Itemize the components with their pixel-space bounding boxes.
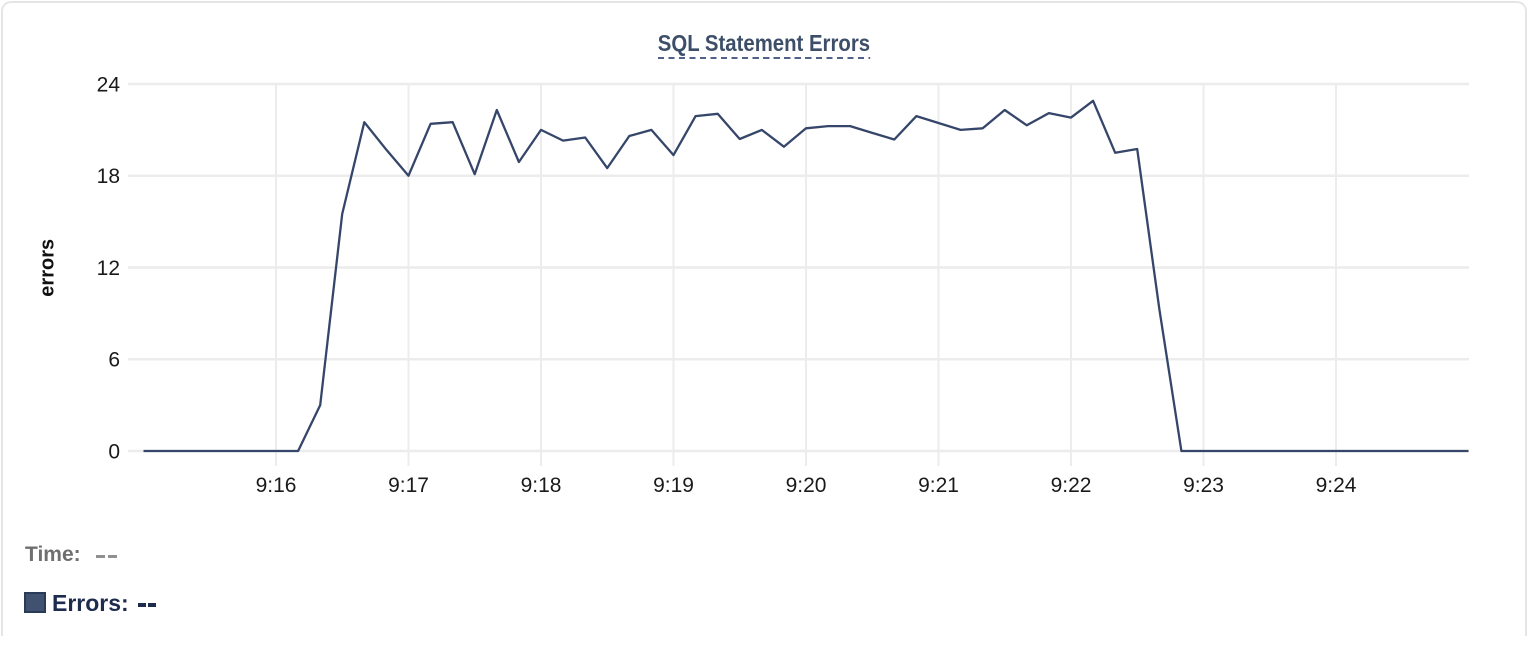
svg-text:9:19: 9:19	[653, 474, 694, 497]
svg-text:9:20: 9:20	[786, 474, 827, 497]
svg-text:6: 6	[108, 349, 120, 372]
svg-text:9:16: 9:16	[256, 474, 297, 497]
svg-text:9:24: 9:24	[1316, 474, 1357, 497]
svg-text:9:22: 9:22	[1051, 474, 1092, 497]
svg-text:errors: errors	[37, 239, 59, 297]
svg-text:9:23: 9:23	[1183, 474, 1224, 497]
svg-text:9:21: 9:21	[918, 474, 959, 497]
svg-text:9:18: 9:18	[521, 474, 562, 497]
svg-text:9:17: 9:17	[388, 474, 429, 497]
svg-text:18: 18	[97, 165, 120, 188]
svg-text:12: 12	[97, 257, 120, 280]
svg-text:24: 24	[97, 74, 121, 97]
svg-text:0: 0	[108, 441, 120, 464]
